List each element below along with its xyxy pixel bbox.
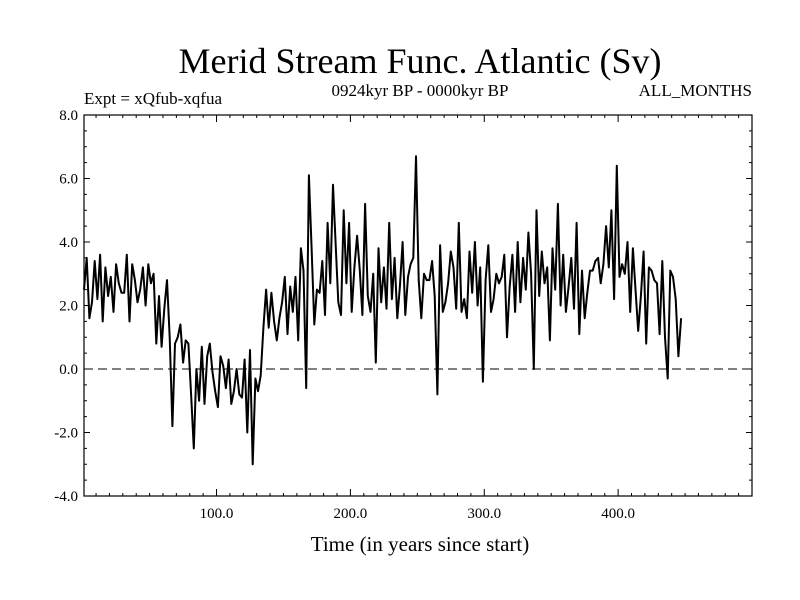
- y-tick-label: -2.0: [54, 426, 78, 442]
- y-tick-label: 2.0: [59, 299, 78, 315]
- y-tick-label: 0.0: [59, 362, 78, 378]
- y-tick-label: 4.0: [59, 235, 78, 251]
- x-tick-label: 300.0: [467, 506, 501, 522]
- x-tick-label: 200.0: [334, 506, 368, 522]
- x-tick-label: 400.0: [601, 506, 635, 522]
- y-tick-label: -4.0: [54, 489, 78, 505]
- time-range-label: 0924kyr BP - 0000kyr BP: [332, 81, 509, 100]
- y-tick-label: 6.0: [59, 172, 78, 188]
- x-axis-label: Time (in years since start): [311, 532, 530, 556]
- y-axis: -4.0 -2.0 0.0 2.0 4.0 6.0 8.0: [54, 108, 752, 505]
- y-tick-label: 8.0: [59, 108, 78, 124]
- months-label: ALL_MONTHS: [639, 81, 752, 100]
- x-tick-label: 100.0: [200, 506, 234, 522]
- experiment-label: Expt = xQfub-xqfua: [84, 89, 222, 108]
- chart-title: Merid Stream Func. Atlantic (Sv): [179, 41, 662, 81]
- plot-area-frame: [83, 114, 753, 497]
- data-series-line: [83, 155, 683, 466]
- x-axis: 100.0 200.0 300.0 400.0: [95, 115, 740, 522]
